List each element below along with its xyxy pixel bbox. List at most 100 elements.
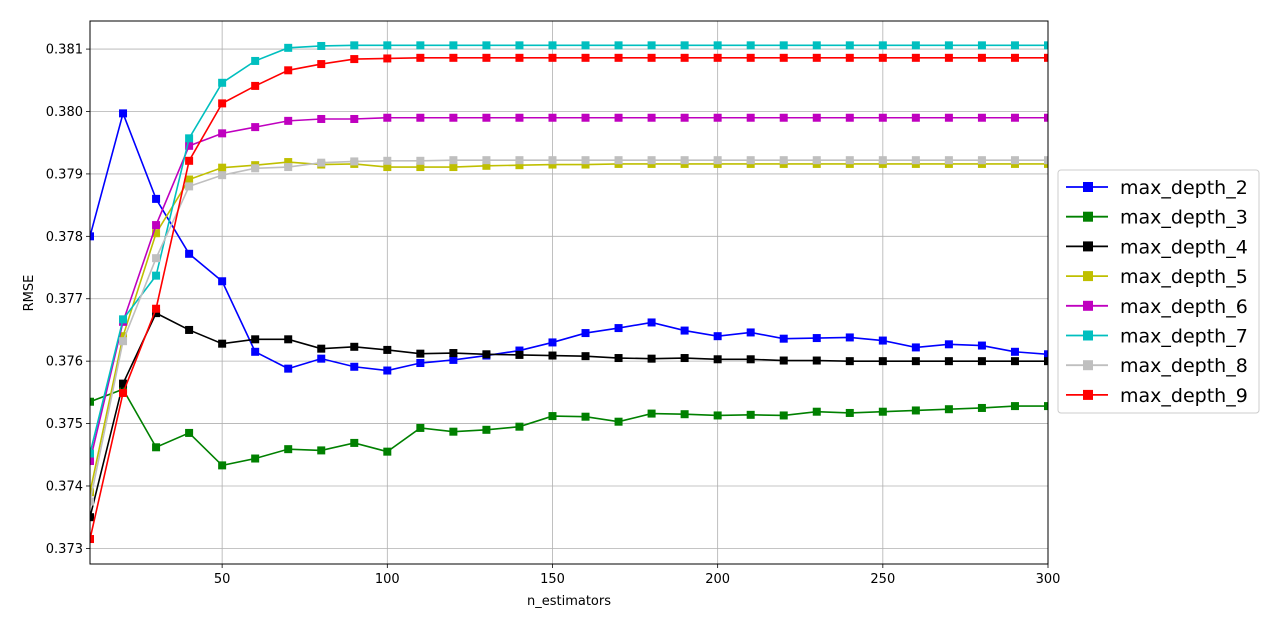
data-point: [713, 355, 722, 364]
legend-frame: [1057, 169, 1260, 414]
data-point: [779, 41, 788, 50]
data-point: [449, 427, 458, 436]
data-point: [350, 362, 359, 371]
legend-item-max_depth_4: max_depth_4: [1066, 236, 1248, 258]
legend-item-max_depth_7: max_depth_7: [1066, 326, 1248, 348]
data-point: [350, 114, 359, 123]
data-point: [812, 156, 821, 165]
data-point: [218, 78, 227, 87]
data-point: [977, 113, 986, 122]
legend-label: max_depth_6: [1120, 296, 1248, 318]
data-point: [350, 157, 359, 166]
series-max_depth_7: [90, 41, 1048, 458]
legend-marker: [1083, 241, 1093, 252]
y-tick-label: 0.379: [46, 167, 83, 182]
y-tick-label: 0.377: [46, 292, 83, 307]
data-point: [416, 359, 425, 368]
data-point: [383, 54, 392, 63]
data-point: [284, 364, 293, 373]
data-point: [911, 113, 920, 122]
data-point: [350, 55, 359, 64]
data-point: [581, 412, 590, 421]
data-point: [515, 41, 524, 50]
data-point: [647, 53, 656, 62]
legend-label: max_depth_8: [1120, 355, 1248, 377]
data-point: [581, 41, 590, 50]
data-point: [581, 156, 590, 165]
data-point: [746, 113, 755, 122]
data-point: [680, 53, 689, 62]
data-point: [251, 123, 260, 132]
data-point: [152, 229, 161, 238]
data-point: [515, 53, 524, 62]
data-point: [779, 334, 788, 343]
data-point: [779, 156, 788, 165]
data-point: [317, 41, 326, 50]
x-tick-label: 50: [214, 572, 231, 587]
legend-item-max_depth_9: max_depth_9: [1066, 385, 1248, 407]
data-point: [746, 41, 755, 50]
data-point: [416, 53, 425, 62]
data-point: [185, 249, 194, 258]
data-point: [647, 156, 656, 165]
data-point: [647, 113, 656, 122]
x-axis: 50 100 150 200 250 300: [214, 564, 1060, 587]
series-line-max_depth_5: [90, 161, 1048, 493]
data-point: [90, 513, 94, 522]
data-point: [515, 113, 524, 122]
data-point: [845, 53, 854, 62]
data-point: [944, 405, 953, 414]
data-point: [251, 81, 260, 90]
series-line-max_depth_4: [90, 312, 1048, 518]
data-point: [218, 277, 227, 286]
y-tick-label: 0.374: [46, 479, 83, 494]
data-point: [746, 53, 755, 62]
data-point: [251, 347, 260, 356]
data-point: [878, 407, 887, 416]
data-point: [812, 334, 821, 343]
legend-marker: [1083, 300, 1093, 311]
legend-label: max_depth_9: [1120, 385, 1248, 407]
data-point: [90, 535, 94, 544]
series-line-max_depth_9: [90, 57, 1048, 540]
series-line-max_depth_3: [90, 388, 1048, 467]
data-point: [944, 340, 953, 349]
data-point: [977, 41, 986, 50]
data-point: [845, 408, 854, 417]
legend-marker: [1083, 182, 1093, 192]
x-axis-label: n_estimators: [527, 594, 611, 609]
data-point: [1044, 53, 1048, 62]
legend-item-max_depth_3: max_depth_3: [1066, 207, 1248, 229]
legend-marker: [1083, 271, 1093, 282]
data-point: [746, 355, 755, 364]
data-point: [119, 379, 128, 388]
data-point: [152, 254, 161, 263]
data-point: [548, 156, 557, 165]
data-point: [647, 354, 656, 363]
data-point: [779, 356, 788, 365]
data-point: [680, 156, 689, 165]
data-point: [449, 156, 458, 165]
data-point: [284, 116, 293, 125]
x-tick-label: 200: [705, 572, 730, 587]
data-point: [548, 41, 557, 50]
data-point: [185, 325, 194, 334]
data-point: [614, 113, 623, 122]
data-point: [845, 113, 854, 122]
data-point: [713, 53, 722, 62]
data-point: [614, 53, 623, 62]
data-point: [581, 352, 590, 361]
data-point: [152, 221, 161, 230]
series-line-max_depth_6: [90, 116, 1048, 462]
legend-item-max_depth_8: max_depth_8: [1066, 355, 1248, 377]
data-point: [746, 156, 755, 165]
series-line-max_depth_8: [90, 159, 1048, 502]
data-point: [152, 271, 161, 280]
data-point: [1044, 156, 1048, 165]
data-point: [515, 161, 524, 170]
data-point: [911, 41, 920, 50]
data-point: [548, 351, 557, 360]
data-point: [944, 156, 953, 165]
data-point: [812, 53, 821, 62]
